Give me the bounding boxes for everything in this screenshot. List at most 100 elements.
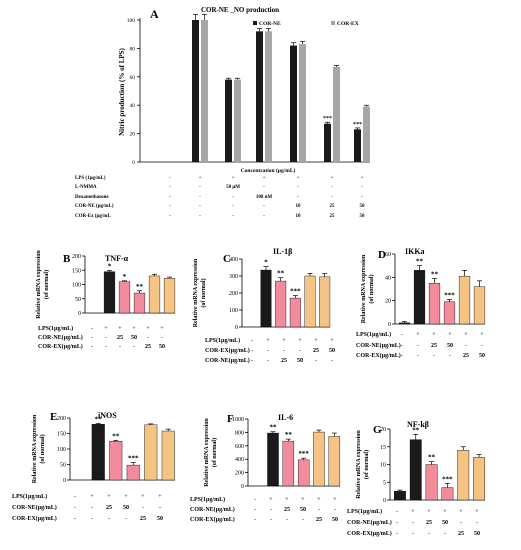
panel-e-table-cell: + bbox=[141, 494, 145, 500]
panel-d-bar bbox=[443, 301, 456, 325]
panel-a-table-cell: 50 bbox=[360, 204, 366, 209]
panel-a-legend-label: COR-EX bbox=[337, 21, 359, 27]
panel-b-table-cell: - bbox=[119, 344, 121, 350]
panel-d-significance: ** bbox=[431, 271, 439, 279]
panel-g-ylabel: Relative mRNA expression bbox=[356, 430, 362, 499]
panel-g-table-cell: - bbox=[412, 520, 414, 526]
panel-g-table-cell: - bbox=[428, 531, 430, 537]
panel-e-table-cell: - bbox=[125, 516, 127, 522]
panel-a-table-row-label: COR-Ex (µg/mL bbox=[75, 214, 111, 219]
panel-a-y-tick-label: 60 bbox=[130, 75, 136, 81]
panel-g-title: NF-kβ bbox=[407, 420, 429, 429]
panel-c-table-cell: + bbox=[282, 338, 286, 344]
panel-g-table-cell: - bbox=[444, 531, 446, 537]
panel-c-table-cell: + bbox=[298, 338, 302, 344]
panel-f-table-cell: 25 bbox=[316, 517, 322, 523]
panel-d-title: IKKa bbox=[405, 247, 425, 256]
panel-b-bar bbox=[103, 271, 116, 314]
panel-d-bar bbox=[428, 282, 441, 325]
panel-a-y-tick-label: 80 bbox=[130, 46, 136, 52]
panel-e-table-cell: - bbox=[108, 516, 110, 522]
panel-d-table-cell: - bbox=[417, 353, 419, 359]
panel-g-y-tick-label: 5 bbox=[383, 480, 386, 486]
panel-b-bar bbox=[163, 278, 176, 314]
panel-f-table-cell: - bbox=[302, 517, 304, 523]
panel-b-table-row-label: COR-EX(µg/mL) bbox=[38, 343, 83, 350]
panel-e-bar bbox=[91, 424, 105, 481]
panel-c-y-tick-label: 200 bbox=[229, 291, 238, 297]
panel-a-table-cell: 10 bbox=[296, 214, 302, 219]
panel-e-bar bbox=[109, 441, 123, 481]
panel-c-table-cell: - bbox=[251, 358, 253, 364]
panel-b-table-cell: + bbox=[146, 326, 150, 332]
panel-c-table-row-label: LPS(1µg/mL) bbox=[205, 337, 240, 344]
panel-f-table-cell: - bbox=[270, 517, 272, 523]
panel-f-table-row-label: COR-EX(µg/mL) bbox=[190, 516, 235, 523]
panel-a-bar bbox=[256, 31, 263, 162]
panel-c-bar bbox=[304, 275, 316, 328]
panel-e-table-cell: - bbox=[91, 516, 93, 522]
panel-a-bar bbox=[234, 79, 241, 162]
panel-d-ylabel: Relative mRNA expression bbox=[361, 254, 367, 323]
panel-a-legend-swatch bbox=[331, 21, 335, 25]
panel-b-table-cell: 25 bbox=[117, 335, 123, 341]
panel-d-table-cell: - bbox=[481, 343, 483, 349]
panel-d-y-tick-label: 0 bbox=[388, 322, 391, 328]
panel-e-significance: ** bbox=[95, 415, 103, 423]
panel-c-letter: C bbox=[223, 253, 231, 265]
panel-b-table-cell: - bbox=[91, 344, 93, 350]
panel-f-y-tick-label: 1000 bbox=[232, 417, 244, 423]
panel-c-table-cell: - bbox=[331, 358, 333, 364]
panel-a-table-cell: - bbox=[361, 195, 363, 200]
panel-a-table-cell: - bbox=[199, 185, 201, 190]
panel-d-table-cell: - bbox=[401, 332, 403, 338]
panel-f-letter: F bbox=[227, 413, 234, 425]
panel-b-table-cell: - bbox=[133, 344, 135, 350]
panel-a-y-tick-label: 0 bbox=[132, 160, 135, 166]
panel-f-bar bbox=[313, 431, 325, 487]
panel-g-table-row-label: LPS(1µg/mL) bbox=[347, 508, 382, 515]
panel-g-ylabel-unit: (of normal) bbox=[363, 450, 370, 479]
panel-c-table-cell: - bbox=[315, 358, 317, 364]
panel-e-table-cell: 50 bbox=[157, 516, 163, 522]
panel-a-y-tick-label: 20 bbox=[130, 132, 136, 138]
panel-d-significance: ** bbox=[416, 258, 424, 266]
panel-c-ylabel-unit: (of normal) bbox=[200, 278, 207, 307]
panel-c-significance: *** bbox=[290, 288, 301, 296]
panel-e-bar bbox=[161, 430, 175, 481]
panel-f-table-cell: + bbox=[317, 497, 321, 503]
panel-c-y-tick-label: 400 bbox=[229, 257, 238, 263]
panel-g-table-cell: 50 bbox=[442, 520, 448, 526]
panel-d-table-cell: + bbox=[432, 332, 436, 338]
panel-d-table-cell: + bbox=[448, 332, 452, 338]
panel-a-table-cell: 50 bbox=[360, 214, 366, 219]
panel-g-table-cell: - bbox=[396, 531, 398, 537]
panel-a-table-cell: 10 bbox=[296, 204, 302, 209]
panel-d-bar bbox=[398, 322, 411, 325]
panel-c-table-cell: - bbox=[251, 338, 253, 344]
panel-b-table-cell: - bbox=[91, 335, 93, 341]
panel-e-table-row-label: COR-NE(µg/mL) bbox=[12, 504, 57, 511]
panel-f-table-cell: - bbox=[254, 517, 256, 523]
panel-e-y-tick-label: 150 bbox=[57, 432, 66, 438]
panel-a-significance: *** bbox=[353, 122, 362, 128]
panel-g-bar bbox=[473, 457, 485, 501]
panel-d-y-tick-label: 60 bbox=[385, 252, 391, 258]
panel-c-table-cell: - bbox=[283, 348, 285, 354]
panel-d-table-cell: - bbox=[433, 353, 435, 359]
panel-g-table-cell: + bbox=[459, 509, 463, 515]
panel-g-bar bbox=[394, 490, 406, 501]
panel-d-table-cell: - bbox=[449, 353, 451, 359]
panel-c-bar bbox=[275, 280, 287, 328]
panel-b-significance: * bbox=[123, 273, 127, 281]
panel-d-table-cell: + bbox=[464, 332, 468, 338]
panel-c-table-row-label: COR-NE(µg/mL) bbox=[205, 357, 250, 364]
panel-f-table-cell: + bbox=[285, 497, 289, 503]
panel-b-y-tick-label: 100 bbox=[72, 283, 81, 289]
panel-g-table-cell: - bbox=[396, 509, 398, 515]
panel-f-title: IL-6 bbox=[278, 413, 293, 422]
panel-f-table-cell: - bbox=[318, 507, 320, 513]
panel-c-table-cell: - bbox=[267, 348, 269, 354]
panel-c-bar bbox=[260, 269, 272, 328]
panel-a-legend-label: COR-NE bbox=[259, 21, 281, 27]
